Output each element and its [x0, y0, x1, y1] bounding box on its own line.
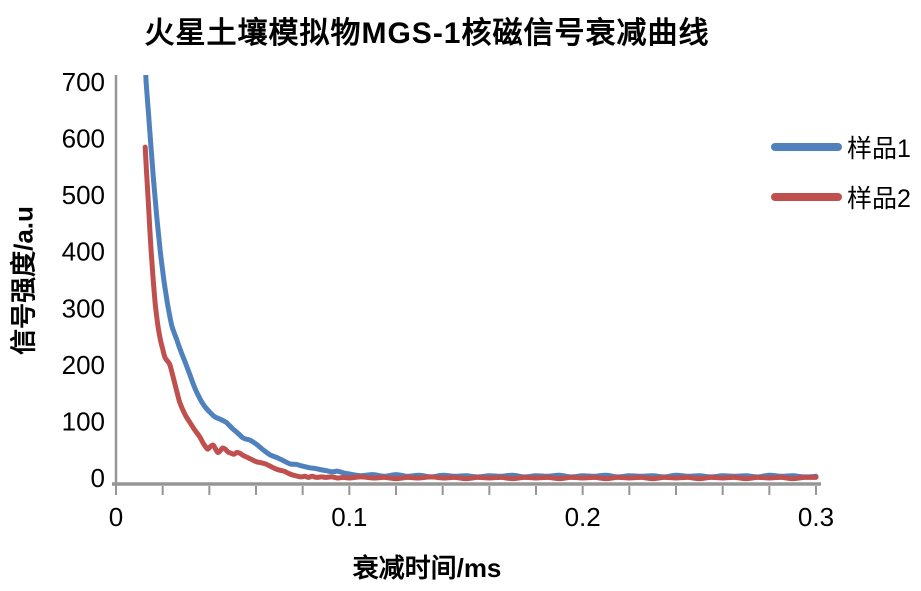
sample2-legend-label: 样品2	[847, 185, 911, 213]
y-tick-label: 500	[62, 180, 105, 210]
x-tick-label: 0.1	[331, 502, 367, 532]
y-tick-label: 200	[62, 350, 105, 380]
x-axis-title: 衰减时间/ms	[352, 553, 502, 583]
sample1-legend-label: 样品1	[847, 135, 911, 163]
sample2-line-swatch	[771, 193, 842, 201]
series-line-1	[143, 75, 819, 480]
legend-item-sample1: 样品1	[771, 132, 911, 163]
sample1-line-swatch	[771, 143, 842, 151]
y-tick-label: 0	[91, 463, 105, 493]
x-tick-label: 0	[109, 502, 123, 532]
series-line-2	[142, 144, 819, 482]
legend: 样品1 样品2	[771, 132, 911, 232]
y-axis-title: 信号强度/a.u	[8, 206, 39, 355]
y-tick-label: 600	[62, 124, 105, 154]
y-tick-label: 100	[62, 406, 105, 436]
x-tick-label: 0.2	[565, 502, 601, 532]
legend-item-sample2: 样品2	[771, 182, 911, 213]
chart-title: 火星土壤模拟物MGS-1核磁信号衰减曲线	[144, 17, 710, 50]
y-tick-label: 300	[62, 293, 105, 323]
x-tick-label: 0.3	[798, 502, 834, 532]
y-tick-label: 400	[62, 237, 105, 267]
y-tick-label: 700	[62, 67, 105, 97]
